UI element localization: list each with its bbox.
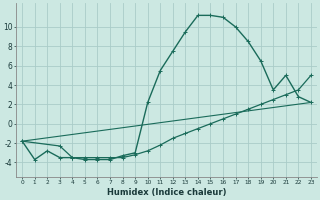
X-axis label: Humidex (Indice chaleur): Humidex (Indice chaleur): [107, 188, 226, 197]
